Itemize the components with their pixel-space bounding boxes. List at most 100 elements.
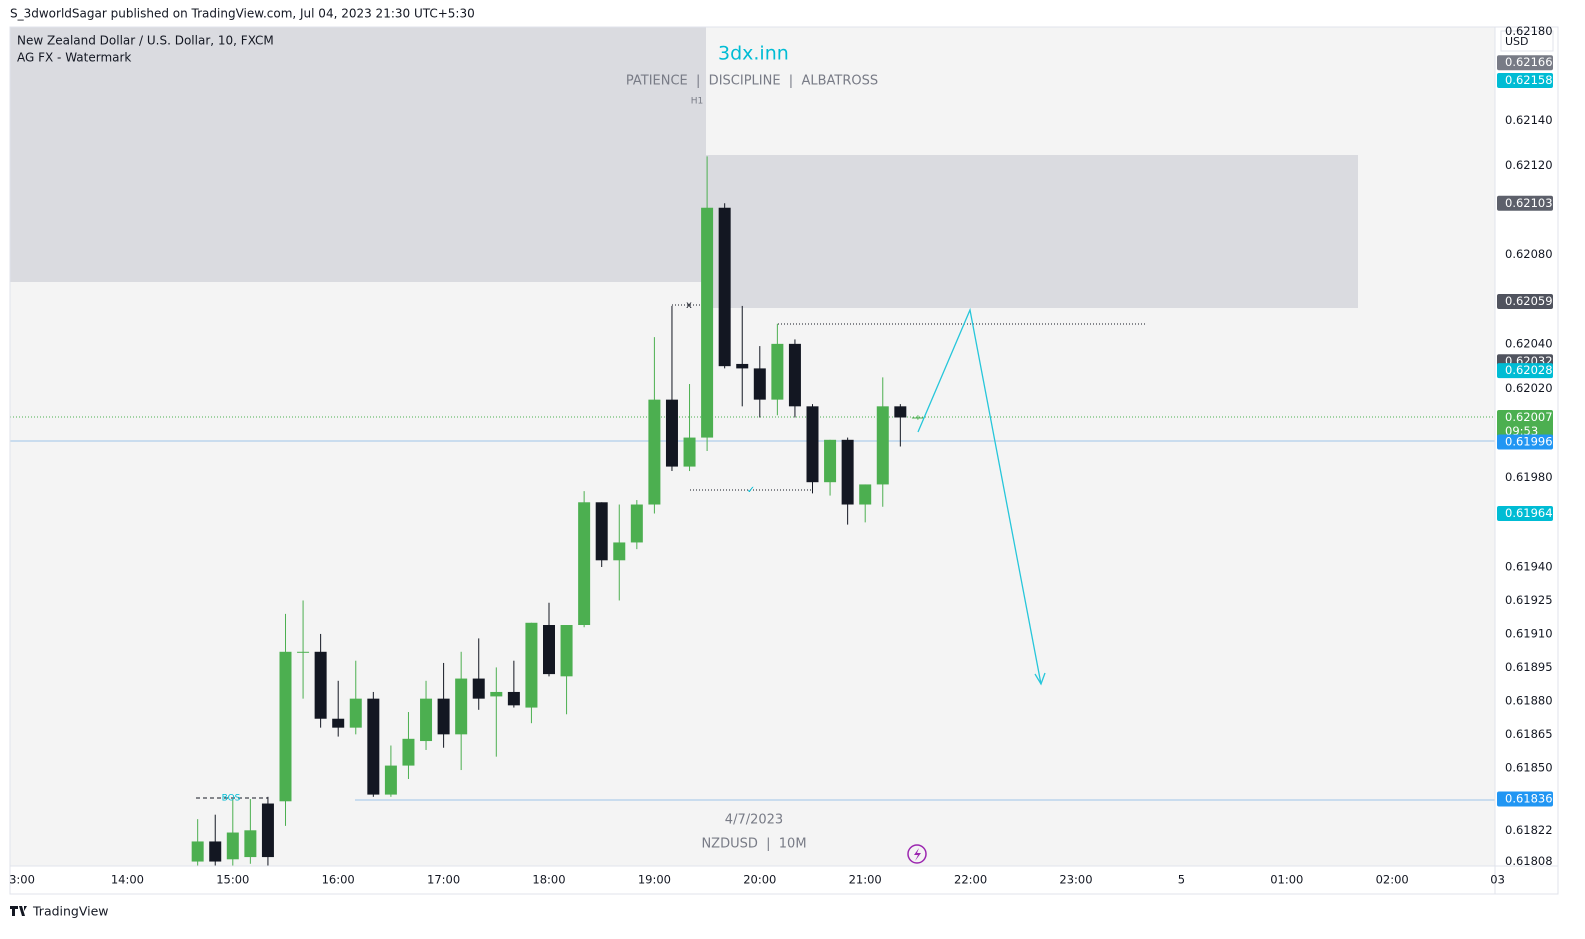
x-tick-label: 17:00 <box>427 873 460 887</box>
y-tick-label: 0.61822 <box>1505 823 1553 837</box>
price-marker <box>1497 505 1553 521</box>
candle-body <box>841 439 854 505</box>
currency-button[interactable] <box>1500 30 1554 52</box>
y-tick-label: 0.61910 <box>1505 626 1553 640</box>
candle-body <box>613 542 626 561</box>
x-tick-label: 18:00 <box>532 873 565 887</box>
candle-body <box>437 698 450 735</box>
y-tick-label: 0.62080 <box>1505 247 1553 261</box>
price-marker-label: 0.61964 <box>1505 506 1553 520</box>
price-marker-label: 0.61836 <box>1505 792 1553 806</box>
candle-body <box>402 738 415 766</box>
candle-body <box>718 207 731 367</box>
x-tick-label: 02:00 <box>1376 873 1409 887</box>
candle-body <box>314 651 327 719</box>
candle-body <box>525 622 538 708</box>
candle-body <box>455 678 468 735</box>
zone <box>10 27 706 282</box>
price-marker <box>1497 363 1553 379</box>
candles <box>191 156 924 866</box>
watermark: 3dx.inn <box>718 43 789 65</box>
candle-body <box>736 363 749 369</box>
price-marker-label: 0.62158 <box>1505 73 1553 87</box>
candle-body <box>244 830 257 858</box>
zone-label: H1 <box>691 97 704 107</box>
candle-body <box>490 691 503 697</box>
x-tick-label: 3:00 <box>9 873 35 887</box>
motto: PATIENCE | DISCIPLINE | ALBATROSS <box>626 74 878 89</box>
candle-body <box>507 691 520 706</box>
y-tick-label: 0.62180 <box>1505 24 1553 38</box>
y-tick-label: 0.61808 <box>1505 854 1553 868</box>
candle-body <box>701 207 714 438</box>
candle-body <box>648 399 661 505</box>
price-marker <box>1497 293 1553 309</box>
candle-body <box>226 832 239 860</box>
candle-body <box>753 368 766 400</box>
candle-body <box>560 625 573 677</box>
candle-body <box>859 484 872 505</box>
y-tick-label: 0.62040 <box>1505 336 1553 350</box>
y-tick-label: 0.61865 <box>1505 727 1553 741</box>
candle-body <box>876 406 889 485</box>
y-tick-label: 0.61940 <box>1505 559 1553 573</box>
candle-body <box>630 504 643 543</box>
candle-body <box>894 406 907 418</box>
candle-body <box>595 502 608 561</box>
legend-title: New Zealand Dollar / U.S. Dollar, 10, FX… <box>17 34 274 48</box>
price-marker-label: 0.62166 <box>1505 55 1553 69</box>
price-marker-label: 0.62103 <box>1505 196 1553 210</box>
arrow-head <box>1034 672 1046 686</box>
x-tick-label: 21:00 <box>849 873 882 887</box>
price-marker <box>1497 409 1553 440</box>
time-axis <box>10 866 1558 894</box>
brand: TradingView <box>32 904 109 919</box>
price-marker-label: 0.62028 <box>1505 363 1553 377</box>
x-tick-label: 15:00 <box>216 873 249 887</box>
event-icon[interactable] <box>907 844 927 864</box>
zone <box>706 155 1358 308</box>
candle-body <box>332 718 345 728</box>
y-tick-label: 0.62020 <box>1505 381 1553 395</box>
candle-body <box>297 651 310 653</box>
date-label: 4/7/2023 <box>725 813 783 828</box>
candle-body <box>771 343 784 400</box>
countdown: 09:53 <box>1505 424 1538 438</box>
y-tick-label: 0.61850 <box>1505 760 1553 774</box>
candle-body <box>472 678 485 699</box>
x-tick-label: 14:00 <box>111 873 144 887</box>
price-marker <box>1497 55 1553 71</box>
currency[interactable]: USD <box>1505 35 1529 48</box>
candle-body <box>911 417 924 419</box>
brand-logo <box>10 906 27 916</box>
candle-body <box>543 625 555 675</box>
candle-body <box>191 841 204 862</box>
candle-body <box>824 439 837 483</box>
candle-body <box>788 343 801 407</box>
candle-body <box>279 651 292 802</box>
event-icon-bolt <box>914 848 921 861</box>
candle-body <box>384 765 397 795</box>
y-tick-label: 0.61880 <box>1505 693 1553 707</box>
price-marker <box>1497 73 1553 89</box>
x-tick-label: 19:00 <box>638 873 671 887</box>
x-tick-label: 20:00 <box>743 873 776 887</box>
chart-border <box>9 26 1559 895</box>
x-tick-label: 22:00 <box>954 873 987 887</box>
candle-body <box>349 698 362 728</box>
candle-body <box>665 399 678 467</box>
x-tick-label: 03 <box>1490 873 1505 887</box>
sweep-mark: ✓ <box>747 485 755 496</box>
symbol-label: NZDUSD | 10M <box>701 837 806 852</box>
y-tick-label: 0.62120 <box>1505 158 1553 172</box>
candle-body <box>806 406 819 483</box>
x-tick-label: 16:00 <box>322 873 355 887</box>
y-tick-label: 0.61925 <box>1505 593 1553 607</box>
price-marker-label: 0.61996 <box>1505 435 1553 449</box>
x-tick-label: 01:00 <box>1270 873 1303 887</box>
y-tick-label: 0.61895 <box>1505 660 1553 674</box>
candle-body <box>367 698 380 795</box>
candle-body <box>420 698 433 742</box>
projection-arrow <box>917 307 1042 685</box>
